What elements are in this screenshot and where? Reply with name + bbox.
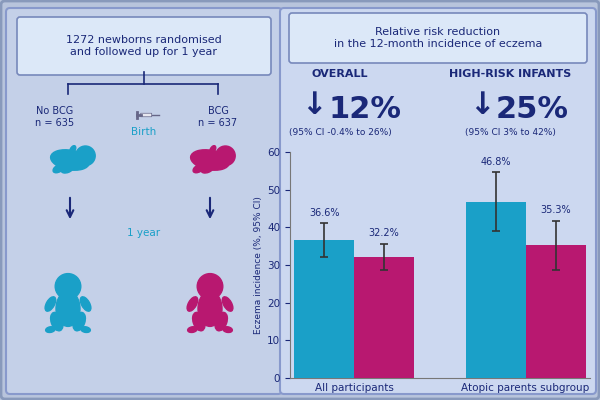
Bar — [466, 202, 526, 378]
FancyBboxPatch shape — [6, 8, 282, 394]
FancyBboxPatch shape — [17, 17, 271, 75]
FancyBboxPatch shape — [289, 13, 587, 63]
Ellipse shape — [188, 327, 197, 332]
Text: (95% CI 3% to 42%): (95% CI 3% to 42%) — [464, 128, 556, 136]
Circle shape — [197, 274, 223, 299]
Text: 35.3%: 35.3% — [540, 205, 571, 215]
Text: Birth: Birth — [131, 127, 157, 137]
Ellipse shape — [45, 297, 56, 311]
Ellipse shape — [191, 150, 229, 170]
Text: ↓: ↓ — [469, 90, 495, 120]
FancyBboxPatch shape — [140, 113, 152, 117]
Text: (95% CI -0.4% to 26%): (95% CI -0.4% to 26%) — [289, 128, 391, 136]
Ellipse shape — [198, 291, 222, 326]
Ellipse shape — [81, 327, 91, 332]
Bar — [526, 245, 586, 378]
Ellipse shape — [50, 312, 63, 331]
FancyBboxPatch shape — [280, 8, 596, 394]
Bar — [354, 257, 414, 378]
Y-axis label: Eczema incidence (%, 95% CI): Eczema incidence (%, 95% CI) — [254, 196, 263, 334]
Text: 32.2%: 32.2% — [369, 228, 400, 238]
Text: 36.6%: 36.6% — [309, 208, 340, 218]
Ellipse shape — [56, 291, 80, 326]
Ellipse shape — [193, 164, 205, 173]
Ellipse shape — [210, 146, 216, 153]
Ellipse shape — [80, 297, 91, 311]
Ellipse shape — [215, 312, 227, 331]
Text: ↓: ↓ — [301, 90, 327, 120]
Ellipse shape — [201, 165, 213, 173]
Ellipse shape — [50, 150, 89, 170]
Ellipse shape — [46, 327, 55, 332]
Ellipse shape — [223, 297, 233, 311]
Text: 1 year: 1 year — [127, 228, 161, 238]
Text: 46.8%: 46.8% — [480, 157, 511, 167]
Text: 25%: 25% — [496, 94, 569, 124]
Text: Relative risk reduction
in the 12-month incidence of eczema: Relative risk reduction in the 12-month … — [334, 27, 542, 49]
Ellipse shape — [53, 164, 65, 173]
Circle shape — [55, 274, 81, 299]
Text: BCG
n = 637: BCG n = 637 — [199, 106, 238, 128]
Bar — [294, 240, 354, 378]
Text: HIGH-RISK INFANTS: HIGH-RISK INFANTS — [449, 69, 571, 79]
Text: OVERALL: OVERALL — [312, 69, 368, 79]
Circle shape — [215, 146, 235, 166]
Circle shape — [76, 146, 95, 166]
Ellipse shape — [73, 312, 85, 331]
Ellipse shape — [187, 297, 197, 311]
Ellipse shape — [223, 327, 232, 332]
Text: 1272 newborns randomised
and followed up for 1 year: 1272 newborns randomised and followed up… — [66, 35, 222, 57]
Ellipse shape — [193, 312, 205, 331]
Ellipse shape — [61, 165, 73, 173]
Text: 12%: 12% — [328, 94, 401, 124]
Ellipse shape — [70, 146, 76, 153]
Text: No BCG
n = 635: No BCG n = 635 — [35, 106, 74, 128]
